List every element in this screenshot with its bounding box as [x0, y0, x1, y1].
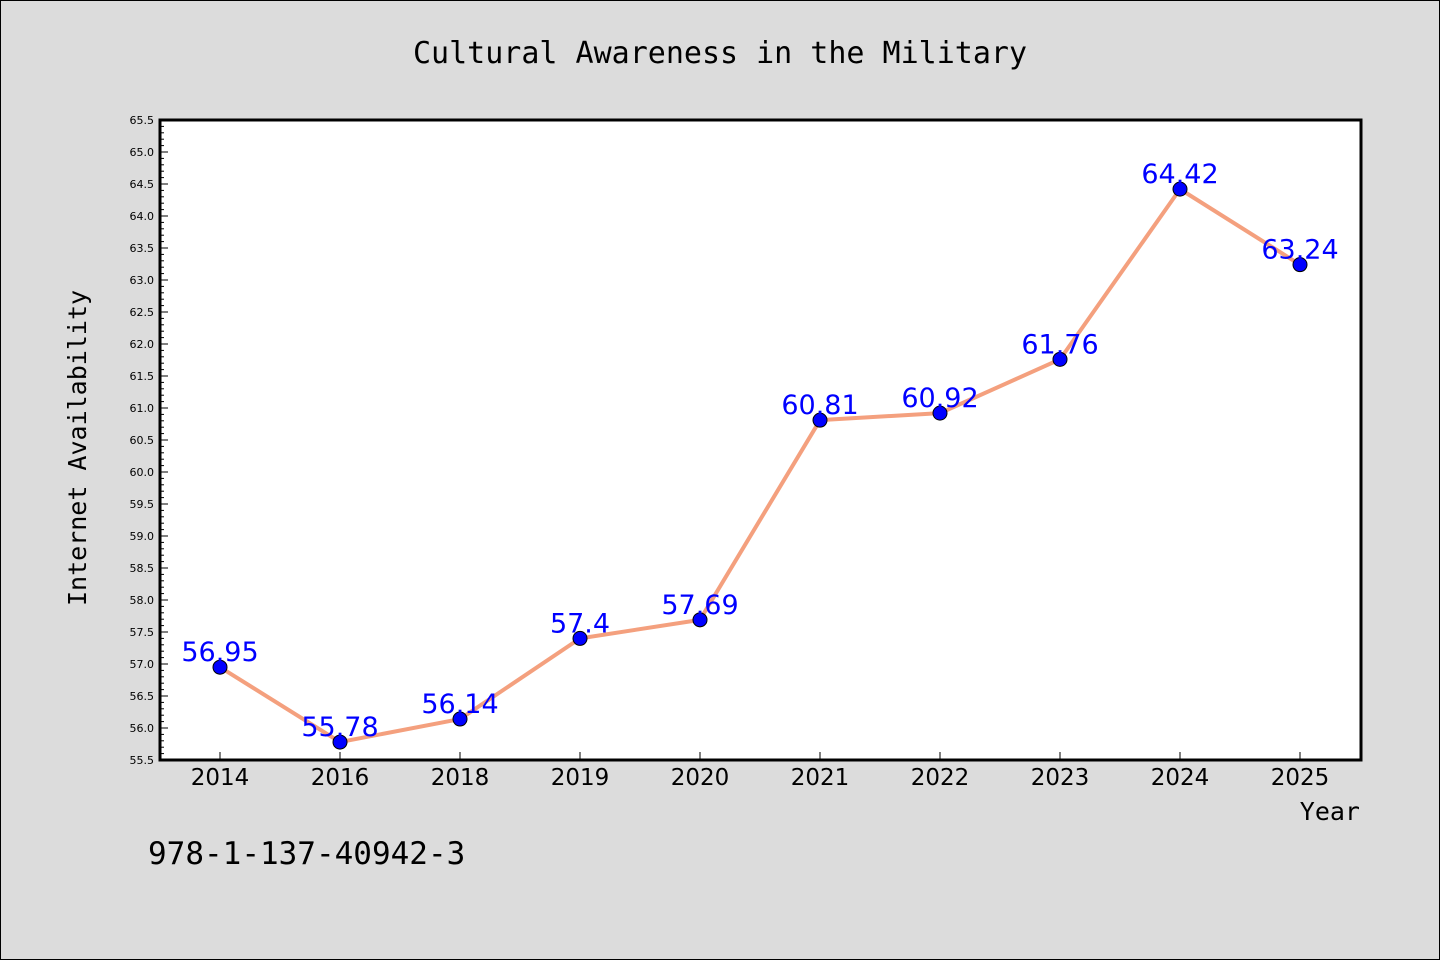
data-point	[1292, 257, 1308, 273]
y-tick-label: 58.5	[130, 562, 155, 575]
data-label: 60.81	[781, 390, 858, 421]
data-label: 57.4	[550, 608, 610, 639]
y-tick-label: 63.5	[130, 242, 155, 255]
data-label: 64.42	[1141, 159, 1218, 190]
y-tick-label: 60.0	[130, 466, 155, 479]
y-axis-ticks: 55.5 56.0 56.5 57.0 57.5 58.0 58.5 59.0 59.5 60.0…	[130, 114, 168, 767]
y-tick-label: 62.0	[130, 338, 155, 351]
data-label: 60.92	[901, 383, 978, 414]
data-point	[932, 405, 948, 421]
y-tick-label: 59.5	[130, 498, 155, 511]
y-tick-label: 62.5	[130, 306, 155, 319]
x-axis-title: Year	[1300, 797, 1360, 826]
footer-code: 978-1-137-40942-3	[148, 836, 465, 872]
y-tick-label: 59.0	[130, 530, 155, 543]
data-labels: 56.95 55.78 56.14 57.4 57.69 60.81 60.92 61.76 6…	[181, 159, 1338, 743]
data-point	[1052, 351, 1068, 367]
data-point	[1172, 181, 1188, 197]
data-point	[212, 659, 228, 675]
x-tick-label: 2021	[791, 765, 850, 791]
y-tick-label: 61.5	[130, 370, 155, 383]
series-line	[218, 187, 1302, 745]
y-tick-label: 56.0	[130, 722, 155, 735]
data-point	[572, 630, 588, 646]
data-point	[332, 734, 348, 750]
y-tick-label: 56.5	[130, 690, 155, 703]
y-tick-label: 64.5	[130, 178, 155, 191]
plot-area	[158, 118, 1363, 762]
x-tick-label: 2016	[311, 765, 370, 791]
y-tick-label: 57.5	[130, 626, 155, 639]
y-tick-label: 65.5	[130, 114, 155, 127]
y-tick-label: 60.5	[130, 434, 155, 447]
chart-title: Cultural Awareness in the Military	[413, 36, 1027, 71]
x-tick-label: 2020	[671, 765, 730, 791]
y-tick-label: 65.0	[130, 146, 155, 159]
x-tick-label: 2014	[191, 765, 250, 791]
y-axis-title: Internet Availability	[63, 290, 92, 606]
x-tick-label: 2019	[551, 765, 610, 791]
x-tick-label: 2023	[1031, 765, 1090, 791]
x-axis-ticks: 2014 2016 2018 2019 2020 2021 2022 2023 2024 2025	[191, 752, 1330, 791]
data-label: 61.76	[1021, 329, 1098, 360]
y-tick-label: 61.0	[130, 402, 155, 415]
y-tick-label: 64.0	[130, 210, 155, 223]
data-label: 56.14	[421, 689, 498, 720]
data-points	[212, 181, 1308, 750]
x-tick-label: 2024	[1151, 765, 1210, 791]
data-label: 57.69	[661, 590, 738, 621]
x-tick-label: 2018	[431, 765, 490, 791]
y-tick-label: 58.0	[130, 594, 155, 607]
data-label: 56.95	[181, 637, 258, 668]
data-point	[812, 412, 828, 428]
x-tick-label: 2022	[911, 765, 970, 791]
data-point	[692, 612, 708, 628]
data-label: 55.78	[301, 712, 378, 743]
y-tick-label: 63.0	[130, 274, 155, 287]
data-label: 63.24	[1261, 235, 1338, 266]
y-tick-label: 57.0	[130, 658, 155, 671]
x-tick-label: 2025	[1271, 765, 1330, 791]
y-tick-label: 55.5	[130, 754, 155, 767]
series-line-group	[218, 187, 1302, 745]
data-point	[452, 711, 468, 727]
